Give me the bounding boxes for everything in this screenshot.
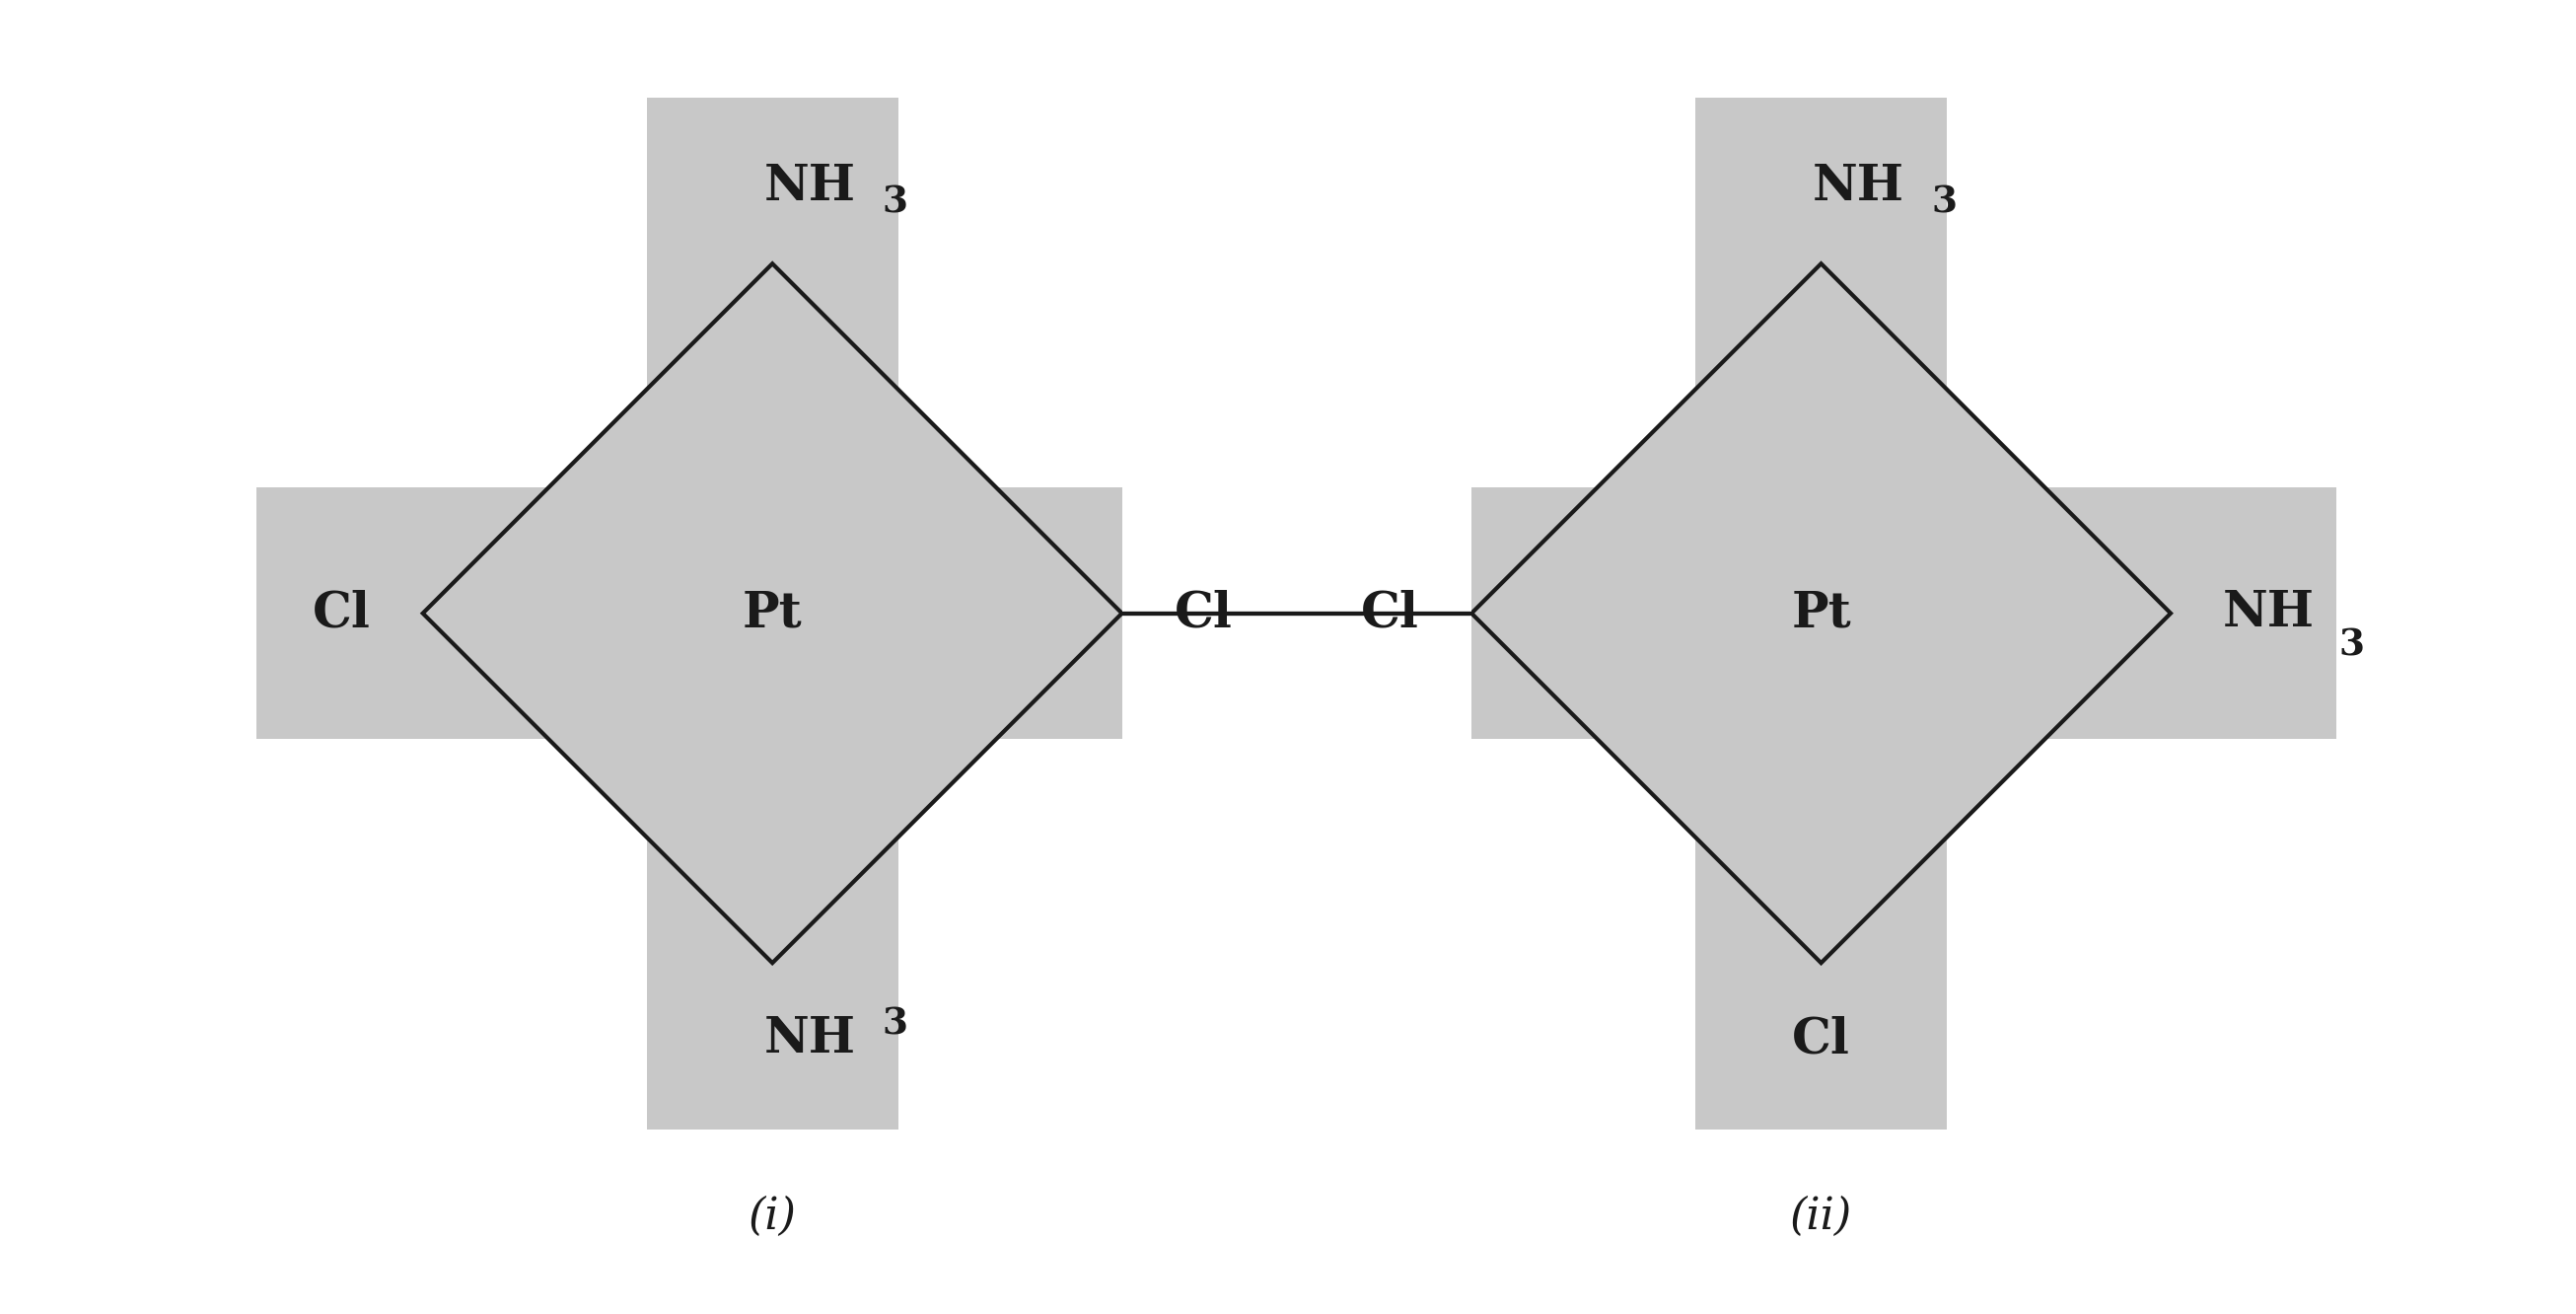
Polygon shape [422, 264, 1123, 963]
Text: Cl: Cl [1793, 1016, 1850, 1064]
Bar [1695, 97, 1947, 614]
Text: Cl: Cl [1175, 589, 1231, 637]
Text: NH: NH [1814, 163, 1904, 212]
Bar [1695, 614, 1947, 1129]
Text: NH: NH [762, 1016, 855, 1064]
Text: Cl: Cl [1360, 589, 1419, 637]
Text: Pt: Pt [742, 589, 801, 637]
Text: (ii): (ii) [1790, 1196, 1852, 1238]
Bar [258, 487, 773, 740]
Text: NH: NH [762, 163, 855, 212]
Bar [1821, 487, 2336, 740]
Polygon shape [1471, 264, 2172, 963]
Bar [647, 614, 899, 1129]
Text: Pt: Pt [1790, 589, 1852, 637]
Text: 3: 3 [1932, 184, 1958, 221]
Text: 3: 3 [884, 184, 909, 221]
Text: Cl: Cl [312, 589, 371, 637]
Bar [1306, 487, 1821, 740]
Bar [773, 487, 1288, 740]
Text: (i): (i) [747, 1196, 796, 1238]
Bar [1123, 487, 1471, 740]
Text: 3: 3 [884, 1007, 909, 1042]
Bar [647, 97, 899, 614]
Text: NH: NH [2223, 589, 2316, 637]
Text: 3: 3 [2339, 627, 2365, 664]
